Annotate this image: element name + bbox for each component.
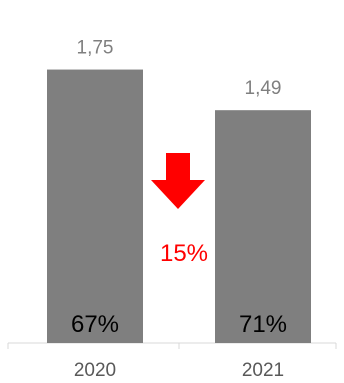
labels-group: 1,75 67% 2020 1,49 71% 2021 bbox=[71, 38, 287, 381]
value-label-2021: 1,49 bbox=[245, 78, 282, 99]
x-tick-label-2020: 2020 bbox=[74, 360, 116, 381]
change-percentage: 15% bbox=[160, 240, 208, 267]
value-label-2020: 1,75 bbox=[77, 38, 114, 59]
down-arrow-icon bbox=[151, 153, 205, 209]
x-tick-label-2021: 2021 bbox=[242, 360, 284, 381]
share-label-2020: 67% bbox=[71, 311, 119, 338]
bar-2021 bbox=[215, 110, 311, 343]
bars-group bbox=[7, 69, 337, 349]
share-label-2021: 71% bbox=[239, 311, 287, 338]
bar-2020 bbox=[47, 69, 143, 343]
